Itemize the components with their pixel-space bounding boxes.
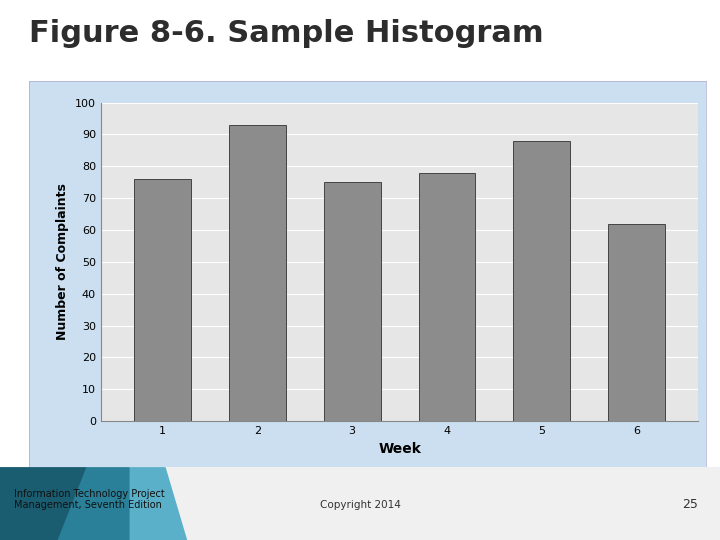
Bar xyxy=(324,183,381,421)
Bar xyxy=(418,173,475,421)
Text: 25: 25 xyxy=(683,498,698,511)
Polygon shape xyxy=(58,467,158,540)
X-axis label: Week: Week xyxy=(378,442,421,456)
Text: Figure 8-6. Sample Histogram: Figure 8-6. Sample Histogram xyxy=(29,19,544,48)
Bar xyxy=(608,224,665,421)
Bar xyxy=(513,141,570,421)
Bar xyxy=(229,125,286,421)
Bar xyxy=(134,179,191,421)
Text: Information Technology Project
Management, Seventh Edition: Information Technology Project Managemen… xyxy=(14,489,165,510)
Polygon shape xyxy=(130,467,187,540)
Text: Copyright 2014: Copyright 2014 xyxy=(320,500,400,510)
Y-axis label: Number of Complaints: Number of Complaints xyxy=(56,184,69,340)
Polygon shape xyxy=(0,467,158,540)
